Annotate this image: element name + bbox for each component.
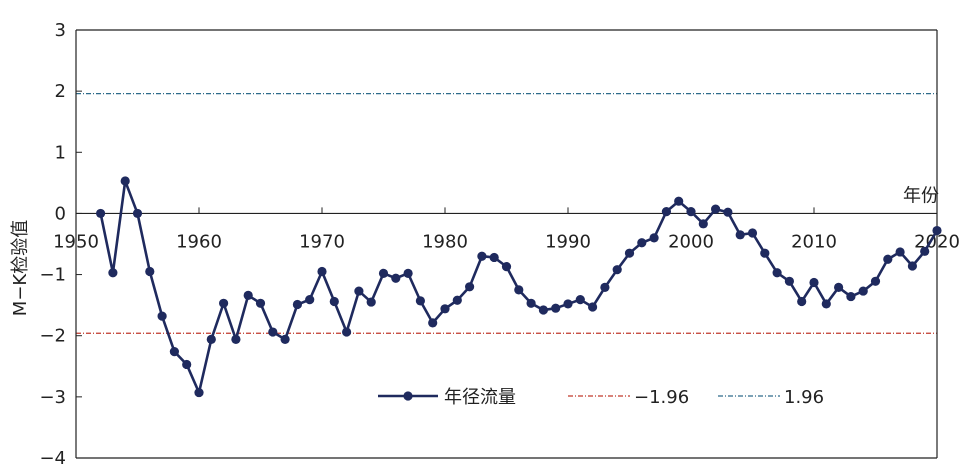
data-point: [255, 298, 266, 308]
data-point: [932, 225, 942, 236]
y-tick-label: 1: [55, 142, 66, 163]
y-tick-label: −2: [39, 326, 66, 347]
y-tick-label: −3: [39, 387, 66, 408]
y-tick-label: 3: [55, 20, 66, 41]
data-point: [588, 302, 598, 312]
x-tick-label: 1960: [176, 231, 222, 252]
data-point: [612, 265, 622, 275]
legend-label: 1.96: [784, 387, 824, 408]
data-point: [292, 299, 302, 310]
data-point: [403, 268, 413, 278]
data-point: [120, 176, 130, 186]
data-point: [895, 247, 905, 257]
data-point: [538, 305, 549, 315]
data-point: [624, 248, 635, 258]
data-point: [378, 268, 389, 278]
data-point: [354, 286, 364, 296]
data-point: [834, 282, 844, 293]
x-axis-ticks: 1950 1960 1970 1980 1990 2000 2010 2020: [53, 207, 960, 252]
data-point: [280, 334, 290, 344]
data-point: [243, 290, 253, 300]
x-tick-label: 1980: [422, 231, 468, 252]
data-point: [391, 273, 401, 283]
threshold-lines: [76, 92, 937, 334]
data-point: [415, 296, 425, 306]
x-tick-label: 2000: [668, 231, 714, 252]
x-tick-label: 1970: [299, 231, 345, 252]
y-tick-label: 0: [55, 203, 66, 224]
data-point: [182, 359, 192, 370]
data-point: [157, 311, 167, 321]
data-point: [489, 252, 499, 263]
legend-label: 年径流量: [444, 387, 516, 408]
data-point: [600, 282, 610, 293]
data-point: [674, 196, 684, 206]
data-point: [661, 206, 672, 217]
data-point: [268, 327, 278, 337]
data-point: [305, 295, 315, 305]
series-annual-runoff: [96, 176, 942, 398]
y-tick-label: −1: [39, 265, 66, 286]
data-point: [637, 238, 647, 248]
legend-swatch-marker: [403, 391, 413, 401]
data-point: [526, 298, 536, 308]
data-point: [563, 299, 573, 309]
y-axis-label: M−K检验值: [10, 220, 31, 316]
data-point: [132, 208, 143, 219]
data-point: [96, 208, 106, 219]
data-point: [194, 387, 204, 398]
data-point: [452, 295, 462, 305]
data-point: [551, 303, 561, 313]
data-point: [821, 299, 831, 309]
data-point: [329, 296, 339, 307]
data-point: [883, 254, 893, 264]
data-point: [870, 276, 881, 286]
data-point: [501, 262, 512, 272]
data-point: [907, 261, 918, 271]
x-tick-label: 1990: [545, 231, 591, 252]
data-point: [317, 266, 327, 277]
data-point: [219, 298, 229, 308]
data-point: [920, 246, 930, 256]
data-point: [698, 219, 708, 229]
x-tick-label: 1950: [53, 231, 99, 252]
x-tick-label: 2010: [791, 231, 837, 252]
y-tick-label: 2: [55, 81, 66, 102]
data-point: [342, 327, 352, 337]
data-point: [711, 204, 721, 214]
data-point: [772, 268, 782, 278]
data-point: [760, 248, 770, 258]
data-point: [145, 266, 155, 277]
data-point: [723, 207, 733, 217]
y-tick-label: −4: [39, 448, 66, 469]
data-point: [206, 334, 216, 344]
data-point: [477, 251, 487, 261]
data-point: [735, 230, 745, 240]
data-point: [858, 286, 868, 296]
data-point: [809, 277, 819, 288]
data-point: [846, 291, 856, 302]
data-point: [649, 233, 659, 243]
data-point: [428, 318, 438, 328]
data-point: [231, 334, 241, 344]
data-point: [465, 282, 475, 292]
legend-label: −1.96: [634, 387, 689, 408]
data-point: [366, 297, 376, 307]
data-point: [108, 268, 118, 278]
axes: [75, 29, 938, 459]
data-point: [169, 347, 179, 357]
data-point: [784, 276, 795, 286]
data-point: [514, 285, 524, 295]
legend: 年径流量 −1.96 1.96: [378, 387, 824, 408]
data-point: [797, 296, 807, 307]
data-point: [440, 304, 450, 314]
data-point: [575, 295, 585, 305]
data-point: [747, 228, 758, 238]
x-axis-label: 年份: [903, 185, 939, 206]
y-axis-ticks: 3 2 1 0 −1 −2 −3 −4: [39, 20, 82, 469]
data-point: [686, 206, 696, 217]
